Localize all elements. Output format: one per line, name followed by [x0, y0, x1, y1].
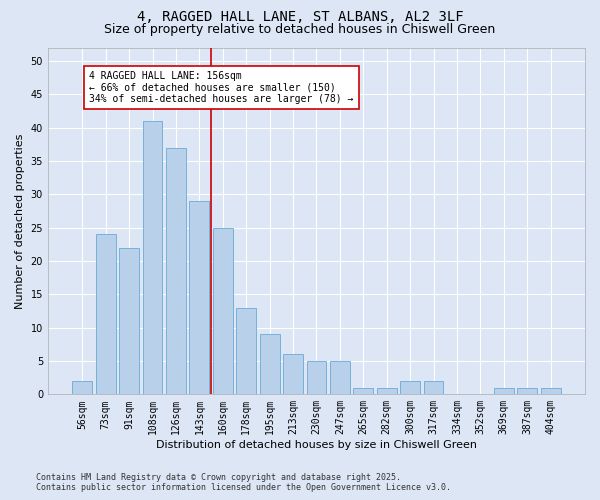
Text: Contains HM Land Registry data © Crown copyright and database right 2025.
Contai: Contains HM Land Registry data © Crown c… [36, 473, 451, 492]
Bar [73, 381, 92, 394]
Bar [353, 388, 373, 394]
Bar [260, 334, 280, 394]
Bar [330, 361, 350, 394]
Bar [190, 201, 209, 394]
Text: 4, RAGGED HALL LANE, ST ALBANS, AL2 3LF: 4, RAGGED HALL LANE, ST ALBANS, AL2 3LF [137, 10, 463, 24]
Bar [494, 388, 514, 394]
Bar [166, 148, 186, 394]
Bar [541, 388, 560, 394]
Bar [400, 381, 420, 394]
Bar [213, 228, 233, 394]
Bar [236, 308, 256, 394]
Text: Size of property relative to detached houses in Chiswell Green: Size of property relative to detached ho… [104, 22, 496, 36]
Bar [307, 361, 326, 394]
X-axis label: Distribution of detached houses by size in Chiswell Green: Distribution of detached houses by size … [156, 440, 477, 450]
Bar [424, 381, 443, 394]
Bar [143, 121, 163, 394]
Bar [119, 248, 139, 394]
Bar [377, 388, 397, 394]
Bar [517, 388, 537, 394]
Y-axis label: Number of detached properties: Number of detached properties [15, 133, 25, 308]
Bar [96, 234, 116, 394]
Bar [283, 354, 303, 395]
Text: 4 RAGGED HALL LANE: 156sqm
← 66% of detached houses are smaller (150)
34% of sem: 4 RAGGED HALL LANE: 156sqm ← 66% of deta… [89, 71, 353, 104]
